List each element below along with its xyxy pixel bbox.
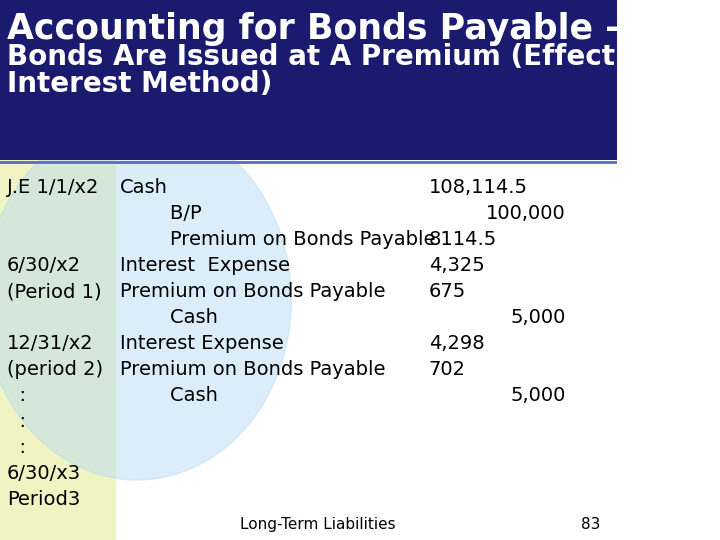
Text: (Period 1): (Period 1)	[7, 282, 102, 301]
Text: 702: 702	[428, 360, 466, 379]
Text: Bonds Are Issued at A Premium (Effective: Bonds Are Issued at A Premium (Effective	[7, 43, 662, 71]
Text: B/P: B/P	[120, 204, 202, 223]
Text: Interest Expense: Interest Expense	[120, 334, 284, 353]
Text: 83: 83	[580, 517, 600, 532]
Text: Premium on Bonds Payable: Premium on Bonds Payable	[120, 282, 385, 301]
Text: 675: 675	[428, 282, 466, 301]
Text: Cash: Cash	[120, 178, 168, 197]
Circle shape	[0, 120, 292, 480]
Text: Period3: Period3	[7, 490, 80, 509]
Text: 100,000: 100,000	[486, 204, 566, 223]
Text: :: :	[7, 386, 26, 405]
Text: :: :	[7, 412, 26, 431]
Text: (period 2): (period 2)	[7, 360, 103, 379]
Text: 12/31/x2: 12/31/x2	[7, 334, 94, 353]
Text: 108,114.5: 108,114.5	[428, 178, 528, 197]
Text: Cash: Cash	[120, 386, 218, 405]
Text: 4,325: 4,325	[428, 256, 485, 275]
Text: Long-Term Liabilities: Long-Term Liabilities	[240, 517, 395, 532]
Text: Accounting for Bonds Payable -: Accounting for Bonds Payable -	[7, 12, 619, 46]
Text: 5,000: 5,000	[510, 308, 566, 327]
Text: Cash: Cash	[120, 308, 218, 327]
Text: Interest  Expense: Interest Expense	[120, 256, 290, 275]
Text: 4,298: 4,298	[428, 334, 485, 353]
Text: 6/30/x3: 6/30/x3	[7, 464, 81, 483]
Text: Interest Method): Interest Method)	[7, 70, 272, 98]
FancyBboxPatch shape	[0, 160, 116, 540]
Text: Premium on Bonds Payable: Premium on Bonds Payable	[120, 360, 385, 379]
Text: J.E 1/1/x2: J.E 1/1/x2	[7, 178, 99, 197]
Text: :: :	[7, 438, 26, 457]
Text: Premium on Bonds Payable: Premium on Bonds Payable	[120, 230, 436, 249]
Text: 6/30/x2: 6/30/x2	[7, 256, 81, 275]
Bar	[0, 0, 617, 160]
Text: 5,000: 5,000	[510, 386, 566, 405]
Text: 8114.5: 8114.5	[428, 230, 497, 249]
